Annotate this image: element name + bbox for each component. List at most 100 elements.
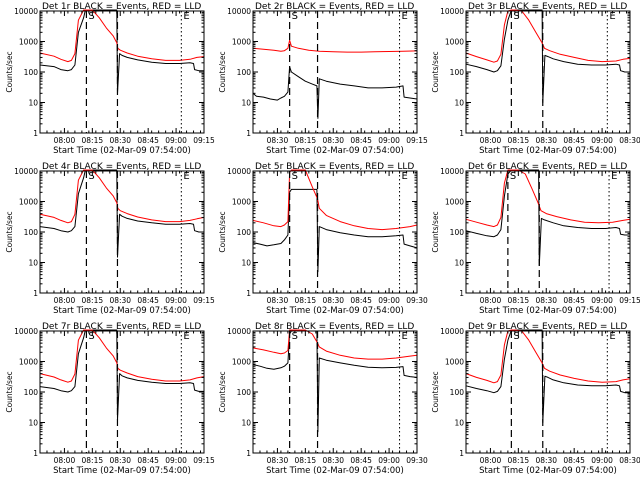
flag-label: E xyxy=(609,11,615,22)
series-line-lld xyxy=(252,39,418,53)
y-tick-label: 10 xyxy=(28,419,38,428)
x-tick-label: 09:00 xyxy=(378,296,400,305)
y-tick-label: 10000 xyxy=(440,7,464,16)
x-tick-label: 08:45 xyxy=(350,136,372,145)
y-tick-label: 100 xyxy=(237,228,252,237)
flag-label: E xyxy=(183,171,189,182)
y-tick-label: 1 xyxy=(459,129,464,138)
series-line-lld xyxy=(39,329,205,383)
x-tick-label: 09:00 xyxy=(165,456,187,465)
x-tick-label: 08:15 xyxy=(82,296,104,305)
y-tick-label: 1 xyxy=(33,129,38,138)
x-tick-label: 08:30 xyxy=(322,136,344,145)
y-tick-label: 100 xyxy=(450,228,465,237)
flag-label: S xyxy=(88,331,94,342)
y-axis-label: Counts/sec xyxy=(218,371,227,412)
y-tick-label: 1 xyxy=(246,289,251,298)
series-line-events xyxy=(465,329,630,423)
chart-title: Det 9r BLACK = Events, RED = LLD xyxy=(468,322,627,332)
chart-title: Det 1r BLACK = Events, RED = LLD xyxy=(42,2,201,12)
y-tick-label: 10 xyxy=(241,419,251,428)
plot-frame xyxy=(39,10,205,134)
x-tick-label: 08:30 xyxy=(322,456,344,465)
y-tick-label: 10 xyxy=(454,99,464,108)
flag-label: S xyxy=(88,11,94,22)
x-tick-label: 08:30 xyxy=(535,296,557,305)
flag-label: E xyxy=(402,171,408,182)
flag-label: E xyxy=(183,11,189,22)
x-tick-label: 08:45 xyxy=(563,136,585,145)
x-tick-label: 09:30 xyxy=(406,456,428,465)
plot-frame xyxy=(465,170,631,294)
series-line-lld xyxy=(252,329,418,360)
chart-title: Det 7r BLACK = Events, RED = LLD xyxy=(42,322,201,332)
x-tick-label: 08:30 xyxy=(322,296,344,305)
y-tick-label: 1 xyxy=(459,289,464,298)
plot-frame xyxy=(39,330,205,454)
x-tick-label: 08:15 xyxy=(82,136,104,145)
y-tick-label: 10 xyxy=(241,259,251,268)
x-tick-label: 08:15 xyxy=(295,456,317,465)
x-tick-label: 09:00 xyxy=(165,296,187,305)
x-axis-label: Start Time (02-Mar-09 07:54:00) xyxy=(266,466,404,476)
series-line-events xyxy=(252,188,418,273)
x-tick-label: 08:15 xyxy=(508,136,530,145)
x-axis-label: Start Time (02-Mar-09 07:54:00) xyxy=(53,306,191,316)
chart-title: Det 5r BLACK = Events, RED = LLD xyxy=(255,162,414,172)
x-tick-label: 08:30 xyxy=(267,296,289,305)
flag-label: E xyxy=(609,331,615,342)
x-tick-label: 08:45 xyxy=(563,456,585,465)
x-tick-label: 08:00 xyxy=(54,136,76,145)
y-tick-label: 1 xyxy=(459,449,464,458)
y-tick-label: 100 xyxy=(24,68,39,77)
y-tick-label: 1 xyxy=(33,449,38,458)
series-line-events xyxy=(39,9,204,94)
x-axis-label: Start Time (02-Mar-09 07:54:00) xyxy=(266,306,404,316)
x-tick-label: 09:15 xyxy=(193,456,215,465)
y-tick-label: 1 xyxy=(246,129,251,138)
x-tick-label: 09:15 xyxy=(619,296,640,305)
y-tick-label: 1000 xyxy=(232,198,251,207)
series-line-events xyxy=(465,169,630,266)
series-line-lld xyxy=(252,169,418,231)
series-line-lld xyxy=(465,329,631,384)
y-tick-label: 1 xyxy=(246,449,251,458)
x-tick-label: 08:00 xyxy=(480,456,502,465)
x-tick-label: 08:00 xyxy=(480,296,502,305)
flag-label: S xyxy=(88,171,94,182)
x-tick-label: 09:15 xyxy=(406,136,428,145)
y-tick-label: 100 xyxy=(450,388,465,397)
y-tick-label: 10000 xyxy=(14,7,38,16)
x-tick-label: 08:00 xyxy=(480,136,502,145)
x-tick-label: 08:45 xyxy=(350,456,372,465)
y-tick-label: 1000 xyxy=(232,38,251,47)
series-line-events xyxy=(39,329,204,421)
x-tick-label: 08:45 xyxy=(563,296,585,305)
y-tick-label: 10 xyxy=(454,419,464,428)
plot-frame xyxy=(39,170,205,294)
x-axis-label: Start Time (02-Mar-09 07:54:00) xyxy=(53,466,191,476)
y-axis-label: Counts/sec xyxy=(431,371,440,412)
x-tick-label: 08:15 xyxy=(295,136,317,145)
y-tick-label: 10000 xyxy=(227,327,251,336)
series-line-events xyxy=(465,9,630,103)
x-tick-label: 09:00 xyxy=(591,296,613,305)
y-tick-label: 1000 xyxy=(19,358,38,367)
x-tick-label: 08:30 xyxy=(267,456,289,465)
y-tick-label: 10 xyxy=(28,99,38,108)
x-tick-label: 08:30 xyxy=(619,456,640,465)
x-tick-label: 09:00 xyxy=(378,136,400,145)
x-tick-label: 09:00 xyxy=(378,456,400,465)
y-axis-label: Counts/sec xyxy=(5,51,14,92)
x-tick-label: 09:15 xyxy=(193,296,215,305)
y-tick-label: 10 xyxy=(28,259,38,268)
